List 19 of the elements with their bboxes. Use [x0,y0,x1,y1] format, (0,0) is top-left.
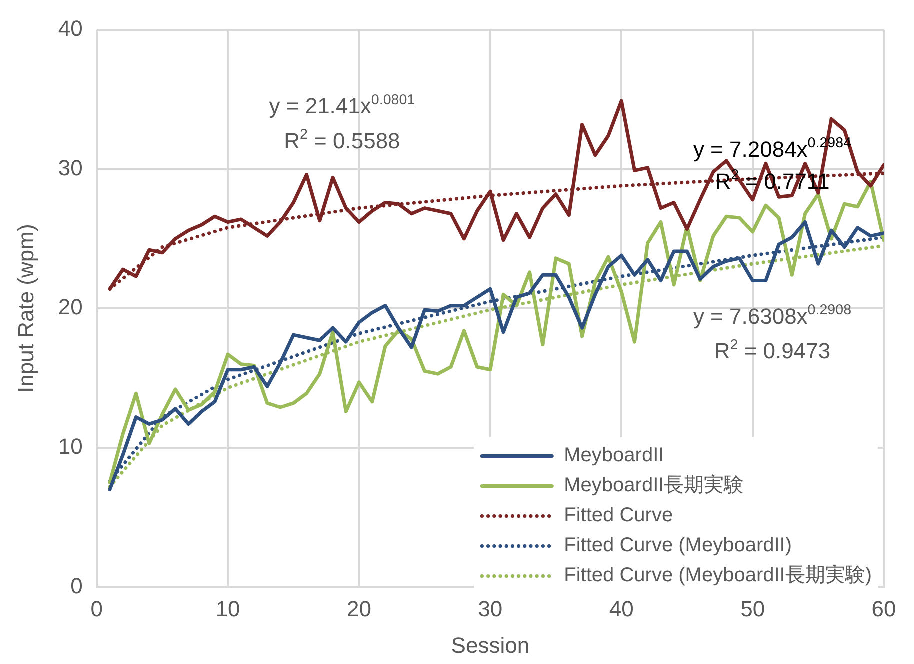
legend-label: MeyboardII長期実験 [564,474,744,497]
x-tick-label: 10 [216,596,240,622]
x-axis-title: Session [451,632,530,658]
x-tick-label: 50 [740,596,766,622]
x-tick-label: 30 [478,596,503,622]
x-tick-label: 0 [90,596,103,622]
y-tick-label: 20 [58,294,83,320]
legend-label: Fitted Curve (MeyboardII長期実験) [564,564,872,587]
y-axis-title: Input Rate (wpm) [13,224,38,393]
legend-label: MeyboardII [564,444,664,467]
x-tick-label: 60 [872,596,896,622]
y-tick-label: 0 [70,573,83,598]
x-tick-label: 40 [609,596,634,622]
y-tick-label: 30 [58,155,83,180]
legend-label: Fitted Curve [564,504,674,527]
y-tick-label: 10 [58,434,83,459]
legend-label: Fitted Curve (MeyboardII) [564,534,792,557]
x-tick-label: 20 [347,596,372,622]
y-tick-label: 40 [58,16,83,42]
